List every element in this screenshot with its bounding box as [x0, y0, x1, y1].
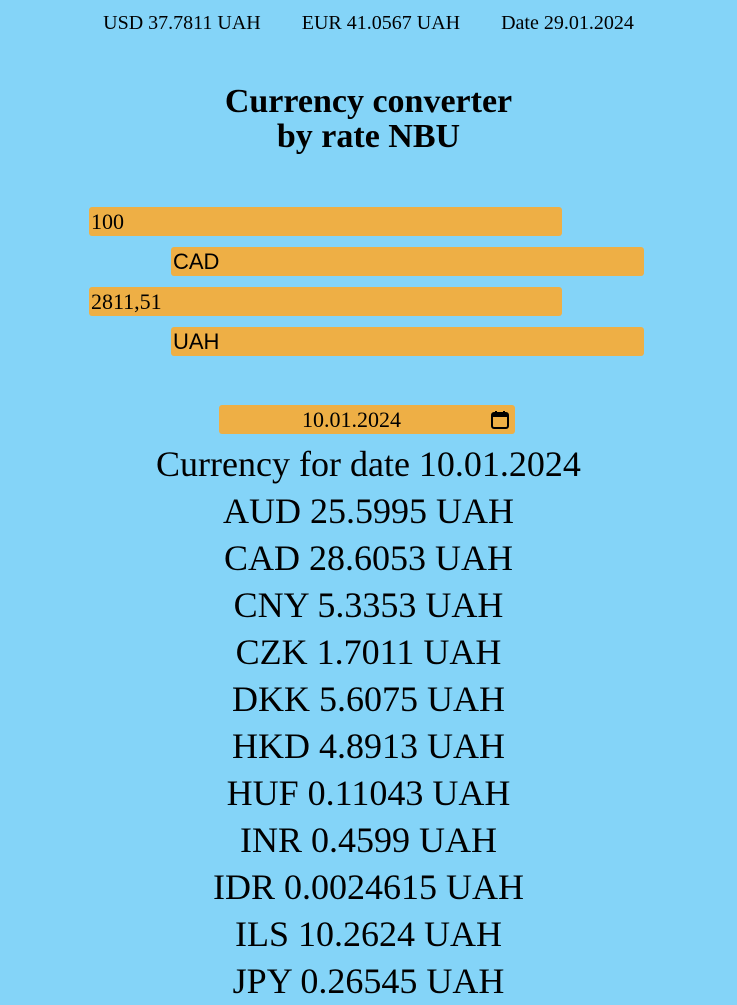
date-value: 10.01.2024 [302, 407, 401, 432]
usd-rate: USD 37.7811 UAH [103, 12, 261, 34]
rate-item: INR 0.4599 UAH [240, 820, 497, 860]
rate-item: CAD 28.6053 UAH [223, 538, 513, 578]
rate-item: ILS 10.2624 UAH [235, 914, 502, 954]
rate-item: CZK 1.7011 UAH [235, 632, 502, 672]
rate-item: HUF 0.11043 UAH [226, 773, 511, 813]
current-date: Date 29.01.2024 [501, 12, 634, 34]
date-input[interactable]: 10.01.2024 [219, 405, 515, 434]
header-rates: USD 37.7811 UAH EUR 41.0567 UAH Date 29.… [0, 12, 737, 35]
rate-item: AUD 25.5995 UAH [223, 491, 514, 531]
title-line-2: by rate NBU [276, 118, 461, 155]
rates-heading: Currency for date 10.01.2024 [156, 444, 581, 484]
rate-item: IDR 0.0024615 UAH [213, 867, 524, 907]
rate-item: JPY 0.26545 UAH [232, 961, 505, 1001]
rate-item: CNY 5.3353 UAH [233, 585, 504, 625]
to-currency-select[interactable]: UAH [171, 327, 644, 356]
amount-input[interactable]: 100 [89, 207, 562, 236]
rate-item: DKK 5.6075 UAH [232, 679, 505, 719]
calendar-icon[interactable] [488, 408, 512, 432]
eur-rate: EUR 41.0567 UAH [301, 12, 461, 34]
page-title: Currency converter by rate NBU [0, 84, 737, 154]
result-input[interactable]: 2811,51 [89, 287, 562, 316]
rate-item: HKD 4.8913 UAH [232, 726, 505, 766]
title-line-1: Currency converter [224, 83, 513, 120]
from-currency-select[interactable]: CAD [171, 247, 644, 276]
rates-list: Currency for date 10.01.2024 AUD 25.5995… [0, 441, 737, 1005]
